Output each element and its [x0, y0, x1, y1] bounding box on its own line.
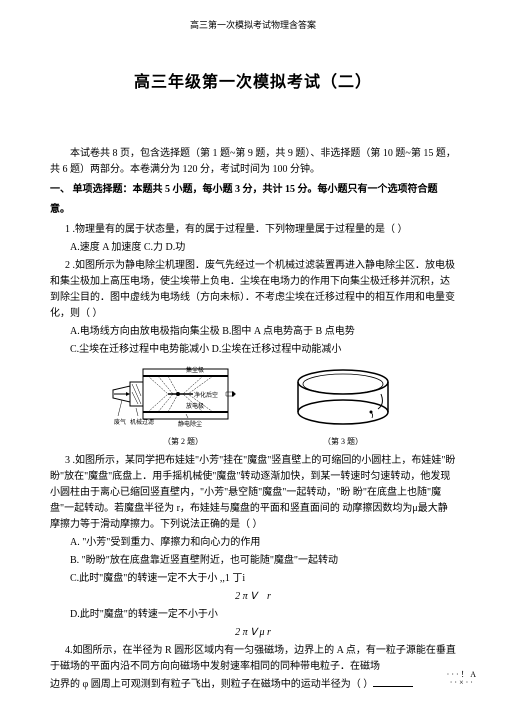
- q3-formulaC: 2 π Ⅴ r: [50, 589, 456, 605]
- diagram-row: 集尘极 净化后空 放电极 废气 机械过滤 静电除尘 （第 2 题） （第 3 题…: [50, 364, 456, 449]
- caption-3: （第 3 题）: [288, 436, 398, 449]
- q3-formulaD: 2 π Ⅴ μ r: [50, 625, 456, 641]
- q1-opts: A.速度 A 加速度 C.力 D.功: [50, 240, 456, 256]
- q3-optC: C.此时"魔盘"的转速一定不大于小 ,,1 丁i: [50, 571, 456, 587]
- label-collect: 集尘极: [186, 366, 204, 374]
- q2-optA: A.电场线方向由放电极指向集尘极 B.图中 A 点电势高于 B 点电势: [50, 324, 456, 340]
- diagram-3-svg: [288, 364, 398, 434]
- q3-optB: B. "盼盼"放在底盘靠近竖直壁附近，也可能随"魔盘"一起转动: [50, 553, 456, 569]
- q3-stem: 3 .如图所示，某同学把布娃娃"小芳"挂在"魔盘"竖直壁上的可缩回的小圆柱上，布…: [50, 453, 456, 533]
- label-gas: 废气: [114, 418, 126, 426]
- q3-optA: A. "小芳"受到重力、摩擦力和向心力的作用: [50, 535, 456, 551]
- q4-side-diagram: · · · ！ A · · × · ·: [447, 671, 476, 687]
- label-filter: 机械过滤: [130, 418, 154, 426]
- label-purify: 净化后空: [194, 391, 218, 399]
- label-discharge: 放电极: [186, 402, 204, 410]
- intro-text: 本试卷共 8 页，包含选择题（第 1 题~第 9 题，共 9 题）、非选择题（第…: [50, 146, 456, 178]
- page-header: 高三第一次模拟考试物理含答案: [50, 18, 456, 32]
- q4-stem: 4.如图所示，在半径为 R 圆形区域内有一匀强磁场，边界上的 A 点，有一粒子源…: [50, 643, 456, 675]
- q2-optC: C.尘埃在迁移过程中电势能减小 D.尘埃在迁移过程中动能减小: [50, 342, 456, 358]
- q3-optD: D.此时"魔盘"的转速一定不小于小: [50, 607, 456, 623]
- q4-tail: 边界的 φ 圆周上可观测到有粒子飞出，则粒子在磁场中的运动半径为（ ）: [50, 677, 456, 693]
- q1-stem: 1 .物理量有的属于状态量，有的属于过程量．下列物理量属于过程量的是（ ）: [50, 222, 456, 238]
- label-zone: 静电除尘: [178, 420, 202, 428]
- diagram-2: 集尘极 净化后空 放电极 废气 机械过滤 静电除尘 （第 2 题）: [108, 364, 258, 449]
- main-title: 高三年级第一次模拟考试（二）: [50, 70, 456, 96]
- caption-2: （第 2 题）: [108, 436, 258, 449]
- section-1-heading-line2: 意。: [50, 202, 456, 218]
- q4-frac-dots: · · × · ·: [447, 679, 476, 687]
- blank-slot: [373, 686, 413, 687]
- diagram-2-svg: 集尘极 净化后空 放电极 废气 机械过滤 静电除尘: [108, 364, 258, 434]
- section-1-heading-line1: 一、 单项选择题：本题共 5 小题，每小题 3 分，共计 15 分。每小题只有一…: [50, 182, 456, 198]
- diagram-3: （第 3 题）: [288, 364, 398, 449]
- q2-stem: 2 .如图所示为静电除尘机理图．废气先经过一个机械过滤装置再进入静电除尘区．放电…: [50, 258, 456, 322]
